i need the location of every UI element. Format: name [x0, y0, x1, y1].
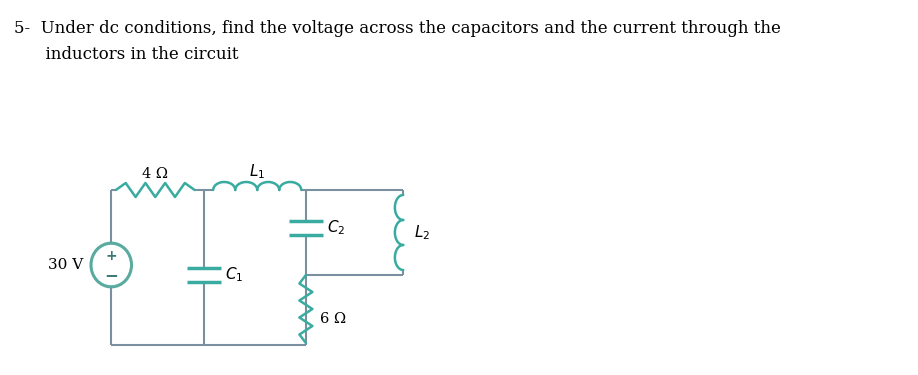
Circle shape — [91, 243, 131, 287]
Text: $C_1$: $C_1$ — [225, 266, 243, 284]
Text: inductors in the circuit: inductors in the circuit — [14, 46, 239, 63]
Text: $L_1$: $L_1$ — [249, 163, 265, 182]
Text: 4 Ω: 4 Ω — [142, 167, 168, 181]
Text: −: − — [105, 266, 118, 284]
Circle shape — [93, 246, 129, 285]
Text: 6 Ω: 6 Ω — [319, 312, 346, 326]
Text: 5-  Under dc conditions, find the voltage across the capacitors and the current : 5- Under dc conditions, find the voltage… — [14, 20, 781, 37]
Text: 30 V: 30 V — [48, 258, 84, 272]
Text: $L_2$: $L_2$ — [414, 223, 431, 242]
Text: +: + — [106, 249, 118, 263]
Text: $C_2$: $C_2$ — [327, 219, 345, 237]
